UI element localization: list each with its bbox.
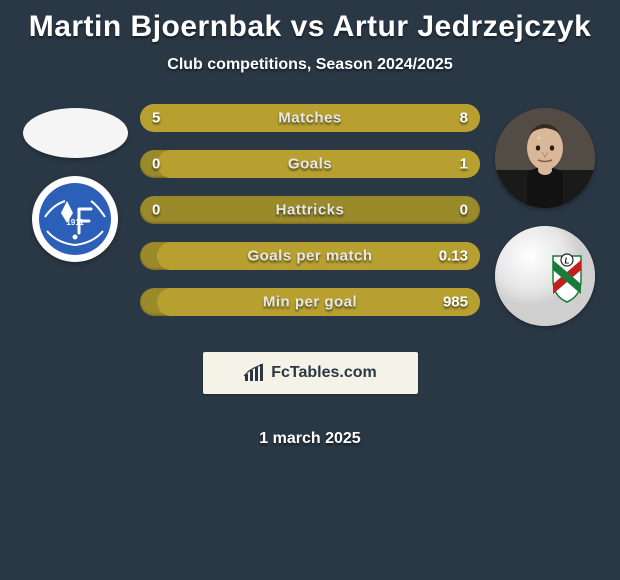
stats-bars: 5 8 Matches 0 1 Goals 0 0 Hattricks 0.13 Goals per… xyxy=(135,104,485,448)
footer-date: 1 march 2025 xyxy=(259,430,360,448)
svg-text:L: L xyxy=(565,257,570,266)
stat-value-right: 1 xyxy=(460,156,468,173)
page-title: Martin Bjoernbak vs Artur Jedrzejczyk xyxy=(0,10,620,44)
right-player-avatar xyxy=(495,108,595,208)
stat-bar: 5 8 Matches xyxy=(140,104,480,132)
stat-value-right: 0 xyxy=(460,202,468,219)
stat-label: Hattricks xyxy=(276,202,345,219)
stat-value-right: 0.13 xyxy=(439,248,468,265)
comparison-card: Martin Bjoernbak vs Artur Jedrzejczyk Cl… xyxy=(0,0,620,448)
stat-bar: 0 0 Hattricks xyxy=(140,196,480,224)
stat-label: Goals per match xyxy=(247,248,372,265)
stat-label: Min per goal xyxy=(263,294,357,311)
chart-icon xyxy=(243,362,265,384)
brand-text: FcTables.com xyxy=(271,364,377,382)
stat-value-left: 5 xyxy=(152,110,160,127)
main-row: 1911 5 8 Matches 0 1 Goals 0 0 Hattricks 0.13 Goal… xyxy=(0,104,620,448)
stat-value-left: 0 xyxy=(152,156,160,173)
svg-text:1911: 1911 xyxy=(66,218,84,227)
stat-label: Matches xyxy=(278,110,342,127)
subtitle: Club competitions, Season 2024/2025 xyxy=(0,56,620,74)
stat-value-right: 8 xyxy=(460,110,468,127)
right-club-badge: L xyxy=(495,226,595,326)
stat-value-right: 985 xyxy=(443,294,468,311)
left-player-column: 1911 xyxy=(15,104,135,262)
stat-label: Goals xyxy=(288,156,332,173)
right-player-column: L xyxy=(485,104,605,326)
left-player-avatar xyxy=(23,108,128,158)
brand-box[interactable]: FcTables.com xyxy=(203,352,418,394)
stat-bar: 0.13 Goals per match xyxy=(140,242,480,270)
left-club-badge: 1911 xyxy=(32,176,118,262)
stat-bar: 985 Min per goal xyxy=(140,288,480,316)
stat-bar: 0 1 Goals xyxy=(140,150,480,178)
stat-value-left: 0 xyxy=(152,202,160,219)
